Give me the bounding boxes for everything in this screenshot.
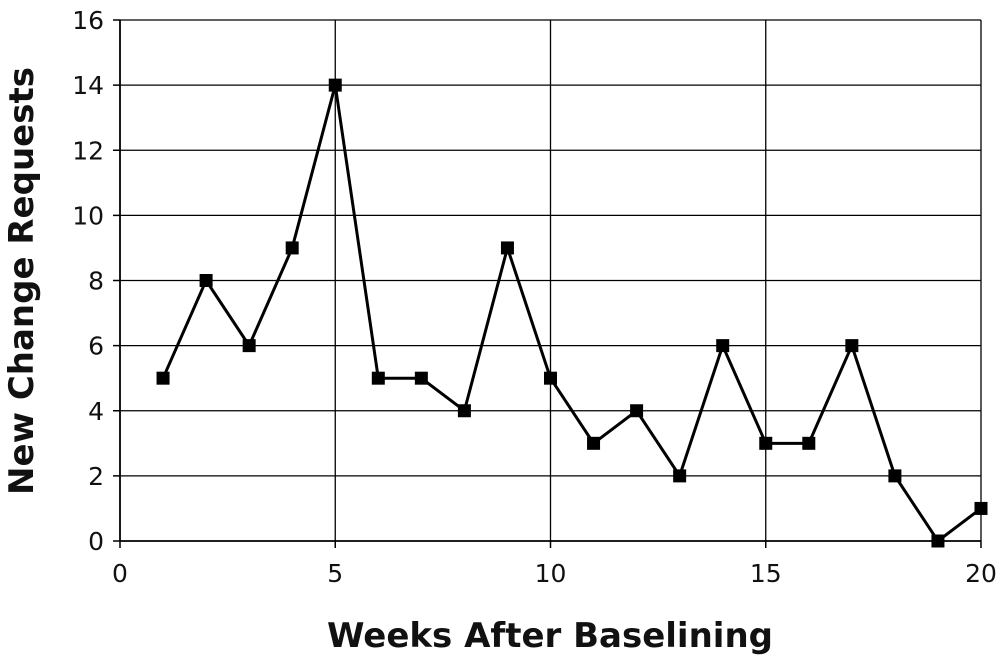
y-tick-label: 2	[88, 462, 104, 491]
y-tick-label: 0	[88, 527, 104, 556]
x-axis-title: Weeks After Baselining	[327, 616, 773, 656]
data-point-marker	[974, 501, 988, 515]
y-tick-label: 8	[88, 267, 104, 296]
grid	[120, 19, 982, 541]
data-point-marker	[931, 534, 945, 548]
data-point-marker	[199, 274, 213, 287]
x-tick-label: 15	[750, 559, 782, 588]
series	[156, 78, 988, 548]
data-point-marker	[414, 371, 428, 385]
x-tick-label: 0	[112, 559, 128, 588]
data-point-marker	[285, 241, 299, 255]
data-point-marker	[888, 469, 902, 483]
y-tick-label: 6	[88, 332, 104, 361]
y-tick-label: 14	[72, 71, 104, 100]
axes	[113, 19, 982, 548]
data-point-marker	[587, 436, 601, 450]
data-point-marker	[457, 404, 471, 418]
data-point-marker	[759, 436, 773, 450]
y-tick-label: 10	[72, 201, 104, 230]
data-point-marker	[673, 469, 687, 483]
x-tick-label: 10	[535, 559, 567, 588]
x-tick-label: 20	[965, 559, 997, 588]
data-point-marker	[371, 371, 385, 385]
x-tick-label: 5	[327, 559, 343, 588]
data-point-marker	[802, 436, 816, 450]
tick-labels: 0 2 4 6 8 10 12 14 16 0 5 10 15 20	[72, 6, 997, 588]
data-point-marker	[544, 371, 557, 385]
data-point-marker	[242, 339, 256, 353]
series-line	[161, 84, 982, 544]
data-point-marker	[500, 241, 514, 255]
y-tick-label: 16	[72, 6, 104, 35]
data-point-marker	[845, 339, 859, 353]
data-point-marker	[156, 371, 170, 385]
y-tick-label: 12	[72, 136, 104, 165]
data-point-marker	[630, 404, 644, 418]
y-axis-title: New Change Requests	[2, 67, 42, 495]
y-tick-label: 4	[88, 397, 104, 426]
data-point-marker	[716, 339, 730, 353]
data-point-marker	[328, 78, 342, 92]
